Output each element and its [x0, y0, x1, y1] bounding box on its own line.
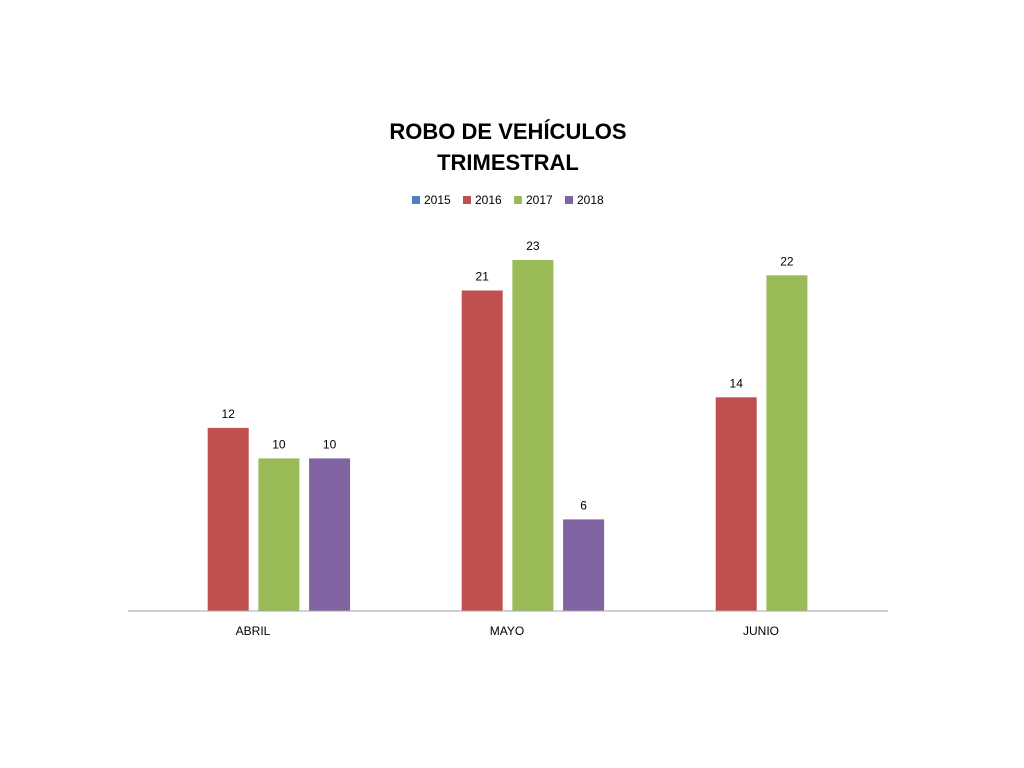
legend-label-2016: 2016	[475, 193, 502, 207]
legend-swatch-2015	[412, 196, 420, 204]
legend-label-2017: 2017	[526, 193, 553, 207]
legend-swatch-2016	[463, 196, 471, 204]
chart-title-line-1: ROBO DE VEHÍCULOS	[389, 119, 626, 144]
x-axis-tick-labels: ABRIL MAYO JUNIO	[236, 624, 779, 638]
data-label-mayo-2017: 23	[526, 239, 540, 253]
bar-mayo-2016	[461, 290, 503, 611]
data-label-abril-2017: 10	[272, 437, 286, 451]
data-label-mayo-2016: 21	[476, 270, 490, 284]
bar-mayo-2017	[512, 260, 554, 611]
data-labels: 12 10 10 21 23 6 14 22	[222, 239, 794, 512]
legend-item-2018: 2018	[565, 193, 604, 207]
data-label-abril-2016: 12	[222, 407, 236, 421]
data-label-junio-2016: 14	[730, 376, 744, 390]
data-label-junio-2017: 22	[780, 254, 794, 268]
legend-label-2018: 2018	[577, 193, 604, 207]
legend-label-2015: 2015	[424, 193, 451, 207]
bars	[207, 260, 808, 611]
bar-junio-2017	[766, 275, 808, 611]
legend-item-2015: 2015	[412, 193, 451, 207]
legend: 2015 2016 2017 2018	[412, 193, 604, 207]
data-label-abril-2018: 10	[323, 437, 337, 451]
data-label-mayo-2018: 6	[580, 498, 587, 512]
x-tick-label-mayo: MAYO	[490, 624, 524, 638]
x-tick-label-junio: JUNIO	[743, 624, 779, 638]
legend-swatch-2018	[565, 196, 573, 204]
legend-item-2016: 2016	[463, 193, 502, 207]
x-tick-label-abril: ABRIL	[236, 624, 271, 638]
legend-item-2017: 2017	[514, 193, 553, 207]
bar-abril-2016	[207, 427, 249, 611]
bar-mayo-2018	[563, 519, 605, 611]
chart-title-line-2: TRIMESTRAL	[437, 150, 579, 175]
bar-abril-2018	[309, 458, 351, 611]
bar-abril-2017	[258, 458, 300, 611]
chart-title: ROBO DE VEHÍCULOS TRIMESTRAL	[389, 119, 626, 175]
legend-swatch-2017	[514, 196, 522, 204]
bar-junio-2016	[715, 397, 757, 611]
